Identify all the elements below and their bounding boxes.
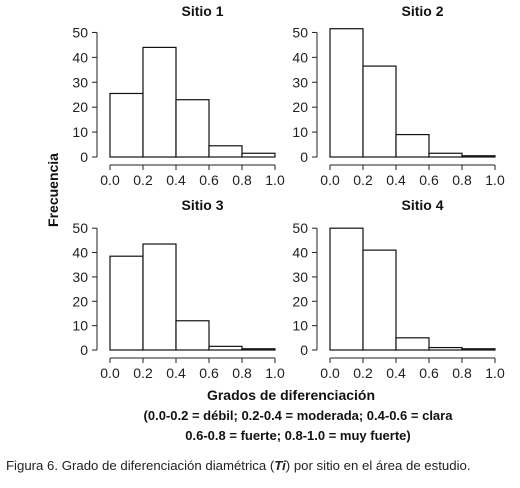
histogram-bar: [461, 155, 496, 158]
y-tick-label: 30: [72, 269, 88, 285]
caption-suffix: ) por sitio en el área de estudio.: [285, 458, 471, 473]
x-tick-label: 0.6: [199, 365, 219, 381]
x-tick-label: 1.0: [265, 365, 285, 381]
histogram-bar: [428, 346, 463, 351]
y-tick-label: 30: [292, 74, 308, 90]
y-tick-label: 0: [300, 149, 308, 165]
y-axis-label: Frecuencia: [45, 153, 61, 227]
histogram-bar: [461, 348, 496, 351]
y-tick-label: 10: [292, 124, 308, 140]
x-tick-label: 0.0: [100, 365, 120, 381]
legend-line-2: 0.6-0.8 = fuerte; 0.8-1.0 = muy fuerte): [185, 428, 410, 443]
y-tick-label: 10: [292, 318, 308, 334]
y-tick-label: 20: [292, 99, 308, 115]
histogram-bar: [329, 227, 364, 351]
x-tick-label: 1.0: [265, 172, 285, 188]
x-tick-label: 1.0: [485, 172, 505, 188]
x-tick-label: 0.4: [166, 365, 186, 381]
y-tick-label: 0: [80, 342, 88, 358]
y-tick-label: 50: [292, 220, 308, 236]
caption-prefix: Figura 6. Grado de diferenciación diamét…: [6, 458, 275, 473]
histogram-bar: [329, 28, 364, 158]
histogram-bar: [175, 320, 210, 351]
panel-2: Sitio 2 0 10 20 30 40 50 0.0 0.2 0.4 0.6 0.8 1.0: [292, 3, 505, 188]
x-tick-label: 0.2: [353, 172, 373, 188]
x-tick-label: 0.8: [452, 365, 472, 381]
x-tick-label: 0.8: [232, 172, 252, 188]
y-tick-label: 40: [292, 49, 308, 65]
x-tick-label: 0.8: [232, 365, 252, 381]
x-tick-label: 1.0: [485, 365, 505, 381]
figure-caption: Figura 6. Grado de diferenciación diamét…: [6, 458, 518, 473]
x-tick-label: 0.6: [199, 172, 219, 188]
panel-4: Sitio 4 0 10 20 30 40 50 0.0 0.2 0.4 0.6 0.8 1.0: [292, 197, 505, 381]
x-axis-label: Grados de diferenciación: [207, 387, 375, 403]
y-tick-label: 20: [292, 293, 308, 309]
x-tick-label: 0.0: [320, 365, 340, 381]
y-tick-label: 40: [72, 245, 88, 261]
histogram-bar: [428, 152, 463, 158]
y-tick-label: 50: [292, 24, 308, 40]
caption-symbol: Ti: [274, 458, 286, 473]
x-tick-label: 0.2: [133, 172, 153, 188]
panel-title: Sitio 1: [181, 3, 223, 19]
y-tick-label: 40: [72, 49, 88, 65]
y-tick-label: 50: [72, 220, 88, 236]
panel-3: Sitio 3 0 10 20 30 40 50 0.0 0.2 0.4 0.6 0.8 1.0: [72, 197, 285, 381]
x-tick-label: 0.0: [100, 172, 120, 188]
y-tick-label: 10: [72, 318, 88, 334]
x-tick-label: 0.6: [419, 365, 439, 381]
panel-title: Sitio 3: [181, 197, 223, 213]
y-tick-label: 40: [292, 245, 308, 261]
y-tick-label: 20: [72, 99, 88, 115]
histogram-bar: [142, 243, 177, 351]
histogram-bar: [208, 145, 243, 158]
x-tick-label: 0.6: [419, 172, 439, 188]
x-tick-label: 0.4: [166, 172, 186, 188]
y-tick-label: 50: [72, 24, 88, 40]
x-tick-label: 0.2: [353, 365, 373, 381]
x-tick-label: 0.2: [133, 365, 153, 381]
x-tick-label: 0.8: [452, 172, 472, 188]
y-tick-label: 30: [72, 74, 88, 90]
x-tick-label: 0.0: [320, 172, 340, 188]
histogram-bar: [109, 255, 144, 351]
legend-line-1: (0.0-0.2 = débil; 0.2-0.4 = moderada; 0.…: [144, 408, 454, 423]
x-tick-label: 0.4: [386, 172, 406, 188]
panel-title: Sitio 2: [401, 3, 443, 19]
panel-title: Sitio 4: [401, 197, 443, 213]
histogram-bar: [241, 348, 276, 351]
histogram-bar: [362, 249, 397, 351]
histogram-bar: [142, 46, 177, 158]
histogram-bar: [175, 99, 210, 158]
panel-1: Sitio 1 0 10 20 30 40 50 0.0 0.2 0.4 0.6 0.8 1.0: [72, 3, 285, 188]
histogram-bar: [241, 152, 276, 158]
y-tick-label: 30: [292, 269, 308, 285]
histogram-bar: [208, 345, 243, 351]
y-tick-label: 0: [300, 342, 308, 358]
histogram-bar: [362, 65, 397, 158]
histogram-bar: [109, 92, 144, 158]
histogram-bar: [395, 133, 430, 158]
y-tick-label: 10: [72, 124, 88, 140]
histogram-bar: [395, 337, 430, 351]
y-tick-label: 20: [72, 293, 88, 309]
x-tick-label: 0.4: [386, 365, 406, 381]
y-tick-label: 0: [80, 149, 88, 165]
